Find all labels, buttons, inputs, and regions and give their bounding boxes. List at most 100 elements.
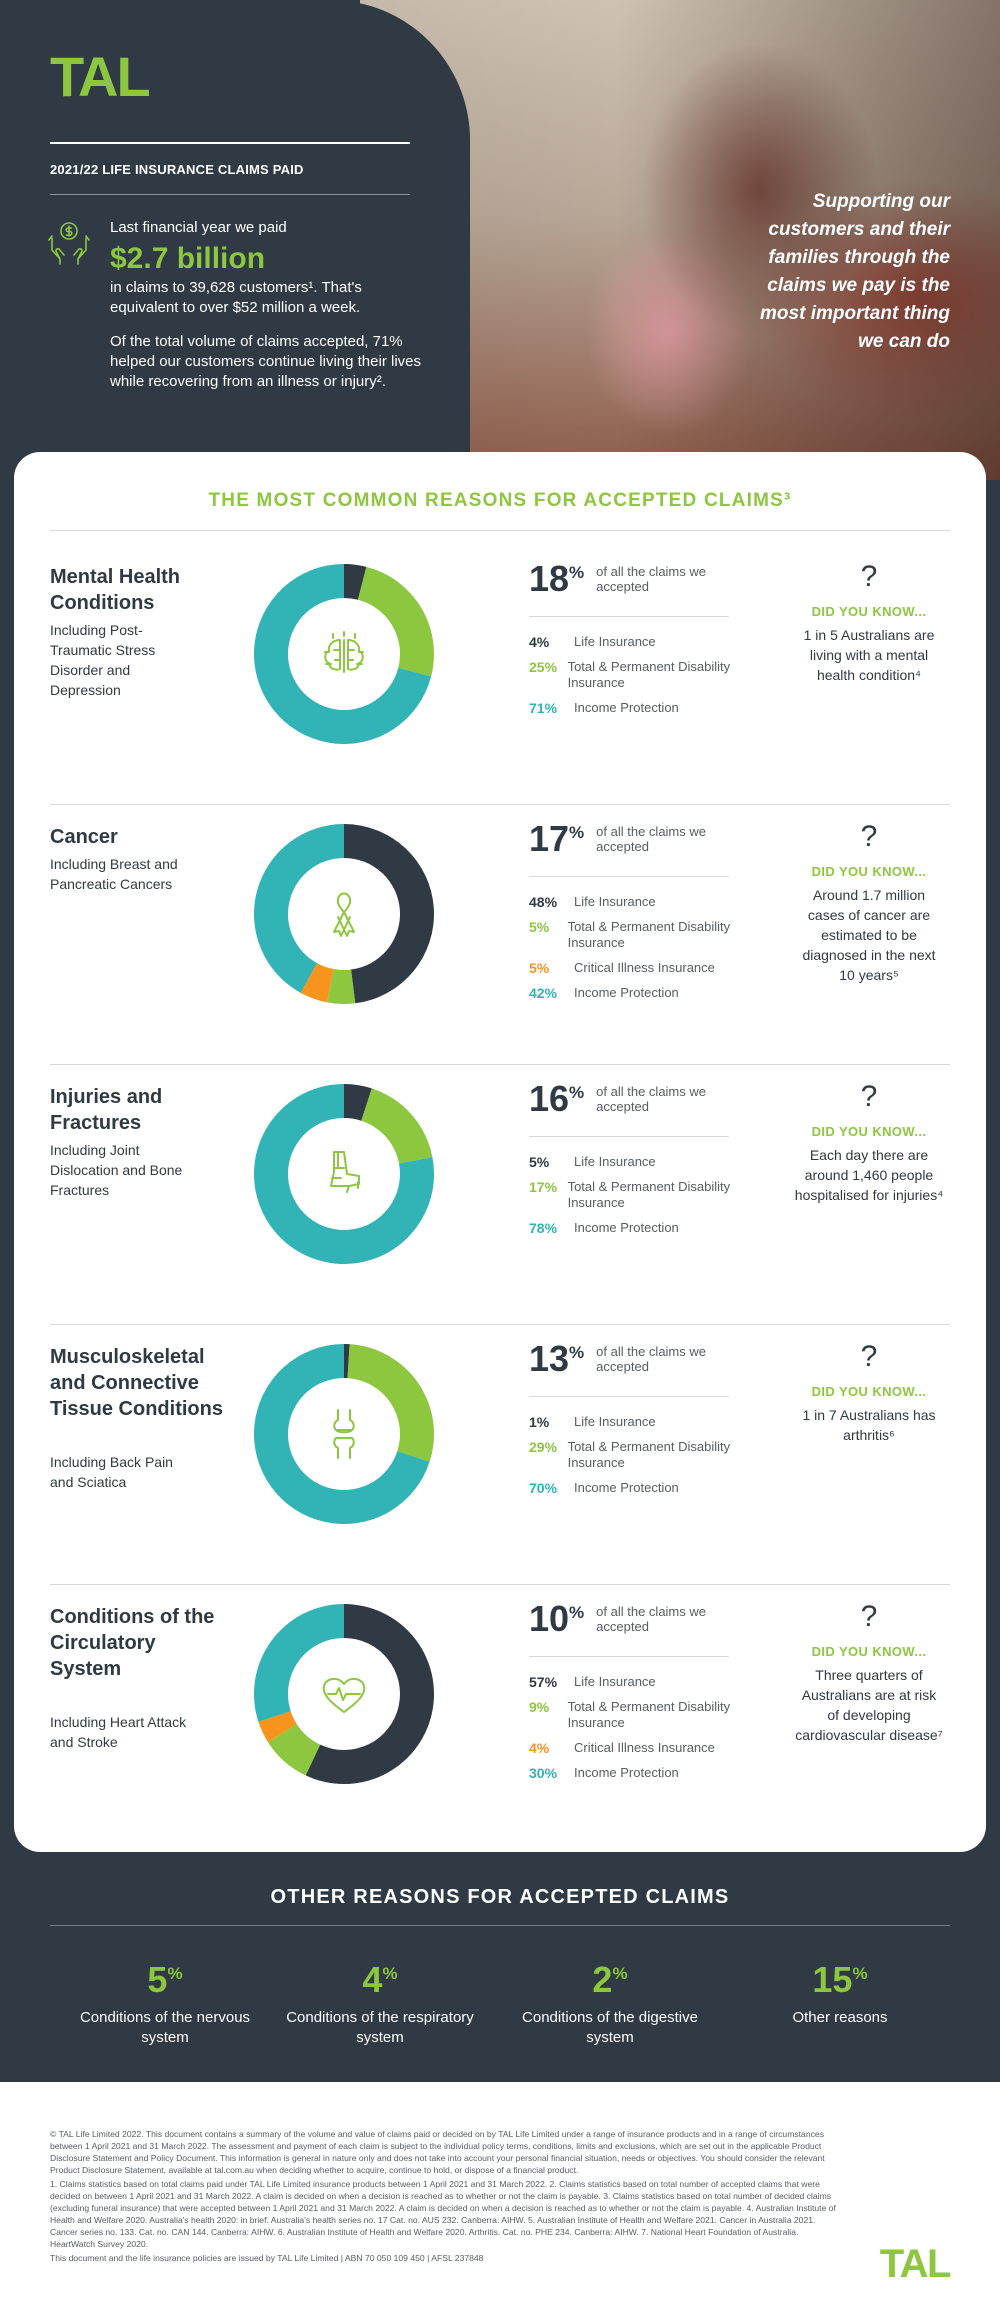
breakdown-item: 29% Total & Permanent Disability Insuranc… <box>529 1439 759 1471</box>
share-number: 16 <box>529 1078 570 1119</box>
breakdown-item: 5% Total & Permanent Disability Insurance <box>529 919 759 951</box>
share-value: 13% <box>529 1338 584 1380</box>
breakdown-label: Total & Permanent Disability Insurance <box>567 1699 731 1730</box>
share-note: of all the claims we accepted <box>596 824 706 854</box>
breakdown-label: Life Insurance <box>574 1674 656 1689</box>
donut-slice-total-permanent-disability-insurance <box>357 566 434 677</box>
percent-sign: % <box>852 1964 868 1983</box>
breakdown-item: 70% Income Protection <box>529 1480 759 1496</box>
breakdown-value: 5% <box>529 919 550 935</box>
share-of-claims: 13% of all the claims we accepted <box>529 1338 729 1380</box>
divider <box>529 876 729 877</box>
footer-notes: 1. Claims statistics based on total clai… <box>50 2179 836 2249</box>
percent-sign: % <box>569 563 585 582</box>
condition-row: Mental Health Conditions Including Post-T… <box>14 558 986 824</box>
breakdown-list: 5% Life Insurance 17% Total & Permanent Dis… <box>529 1154 759 1245</box>
other-reason-number: 2 <box>592 1959 613 2000</box>
condition-title: Musculoskeletal and Connective Tissue Co… <box>50 1346 223 1420</box>
condition-title: Cancer <box>50 826 118 848</box>
hero-heading: 2021/22 LIFE INSURANCE CLAIMS PAID <box>50 162 304 177</box>
share-of-claims: 18% of all the claims we accepted <box>529 558 729 600</box>
percent-sign: % <box>569 823 585 842</box>
common-reasons-title: THE MOST COMMON REASONS FOR ACCEPTED CLA… <box>208 490 792 511</box>
other-reason-number: 4 <box>362 1959 383 2000</box>
did-you-know-fact: Around 1.7 million cases of cancer are e… <box>802 887 936 983</box>
condition-title: Mental Health Conditions <box>50 566 181 614</box>
breakdown-label: Life Insurance <box>574 634 656 649</box>
question-icon: ? <box>860 1080 878 1113</box>
breakdown-list: 48% Life Insurance 5% Total & Permanent Dis… <box>529 894 759 1010</box>
divider <box>50 142 410 144</box>
breakdown-label: Total & Permanent Disability Insurance <box>567 1439 731 1470</box>
did-you-know: ? DID YOU KNOW... Around 1.7 million cases… <box>794 820 944 985</box>
breakdown-value: 5% <box>529 960 550 976</box>
breakdown-label: Total & Permanent Disability Insurance <box>567 919 731 950</box>
condition-subtitle: Including Joint Dislocation and Bone Fra… <box>50 1142 183 1198</box>
breakdown-value: 78% <box>529 1220 558 1236</box>
breakdown-item: 25% Total & Permanent Disability Insuranc… <box>529 659 759 691</box>
ribbon-icon <box>333 892 355 937</box>
did-you-know-title: DID YOU KNOW... <box>811 864 927 879</box>
brain-icon <box>324 631 364 673</box>
divider <box>50 1584 950 1585</box>
knee-joint-icon <box>333 1409 355 1459</box>
share-number: 17 <box>529 818 570 859</box>
did-you-know-fact: 1 in 5 Australians are living with a men… <box>803 627 935 683</box>
hero-claims-text: in claims to 39,628 customers¹. That's e… <box>110 279 362 316</box>
did-you-know-title: DID YOU KNOW... <box>811 604 927 619</box>
donut-slice-income-protection <box>254 1604 344 1722</box>
breakdown-item: 5% Life Insurance <box>529 1154 759 1170</box>
breakdown-list: 57% Life Insurance 9% Total & Permanent Dis… <box>529 1674 759 1790</box>
breakdown-item: 42% Income Protection <box>529 985 759 1001</box>
breakdown-item: 71% Income Protection <box>529 700 759 716</box>
hero-text: Last financial year we paid $2.7 billion… <box>110 218 430 392</box>
breakdown-label: Income Protection <box>574 1480 679 1495</box>
breakdown-label: Life Insurance <box>574 1154 656 1169</box>
divider <box>50 1064 950 1065</box>
footer-tal-logo: TAL <box>879 2242 952 2286</box>
breakdown-value: 17% <box>529 1179 558 1195</box>
breakdown-item: 57% Life Insurance <box>529 1674 759 1690</box>
tal-logo: TAL <box>50 45 151 108</box>
did-you-know: ? DID YOU KNOW... Three quarters of Austra… <box>794 1600 944 1745</box>
hero-quote: Supporting our customers and their famil… <box>760 191 950 352</box>
breakdown-value: 4% <box>529 634 550 650</box>
breakdown-value: 71% <box>529 700 558 716</box>
divider <box>529 1656 729 1657</box>
did-you-know-fact: Each day there are around 1,460 people h… <box>794 1147 944 1203</box>
other-reason-item: 2% Conditions of the digestive system <box>505 1960 715 2048</box>
condition-row: Injuries and Fractures Including Joint Di… <box>14 1064 986 1344</box>
hero-intro: Last financial year we paid <box>110 219 287 236</box>
share-number: 10 <box>529 1598 570 1639</box>
hero-section: TAL 2021/22 LIFE INSURANCE CLAIMS PAID L… <box>0 0 1000 480</box>
breakdown-value: 25% <box>529 659 558 675</box>
condition-subtitle: Including Post-Traumatic Stress Disorder… <box>50 622 156 698</box>
other-reason-label: Other reasons <box>792 2009 888 2026</box>
condition-subtitle: Including Breast and Pancreatic Cancers <box>50 856 178 892</box>
footer-text: © TAL Life Limited 2022. This document c… <box>50 2128 840 2264</box>
donut-slice-total-permanent-disability-insurance <box>268 1724 321 1776</box>
other-reason-item: 4% Conditions of the respiratory system <box>275 1960 485 2048</box>
breakdown-item: 1% Life Insurance <box>529 1414 759 1430</box>
condition-donut-chart <box>254 1604 434 1784</box>
donut-slice-income-protection <box>254 1344 430 1524</box>
breakdown-value: 4% <box>529 1740 550 1756</box>
money-hands-icon <box>48 222 90 265</box>
footer-disclaimer: © TAL Life Limited 2022. This document c… <box>50 2129 825 2175</box>
other-reason-value: 15% <box>735 1960 945 2000</box>
breakdown-value: 1% <box>529 1414 550 1430</box>
condition-donut-chart <box>254 1344 434 1524</box>
other-reason-item: 15% Other reasons <box>735 1960 945 2028</box>
breakdown-label: Life Insurance <box>574 894 656 909</box>
breakdown-item: 4% Life Insurance <box>529 634 759 650</box>
question-icon: ? <box>860 560 878 593</box>
did-you-know: ? DID YOU KNOW... 1 in 5 Australians are l… <box>794 560 944 685</box>
did-you-know: ? DID YOU KNOW... Each day there are aroun… <box>794 1080 944 1205</box>
common-reasons-card: THE MOST COMMON REASONS FOR ACCEPTED CLA… <box>14 452 986 1852</box>
breakdown-value: 57% <box>529 1674 558 1690</box>
donut-slice-total-permanent-disability-insurance <box>361 1088 433 1164</box>
donut-slice-critical-illness-insurance <box>300 963 334 1003</box>
share-note: of all the claims we accepted <box>596 1604 706 1634</box>
breakdown-label: Critical Illness Insurance <box>574 1740 715 1755</box>
donut-slice-life-insurance <box>344 564 367 600</box>
